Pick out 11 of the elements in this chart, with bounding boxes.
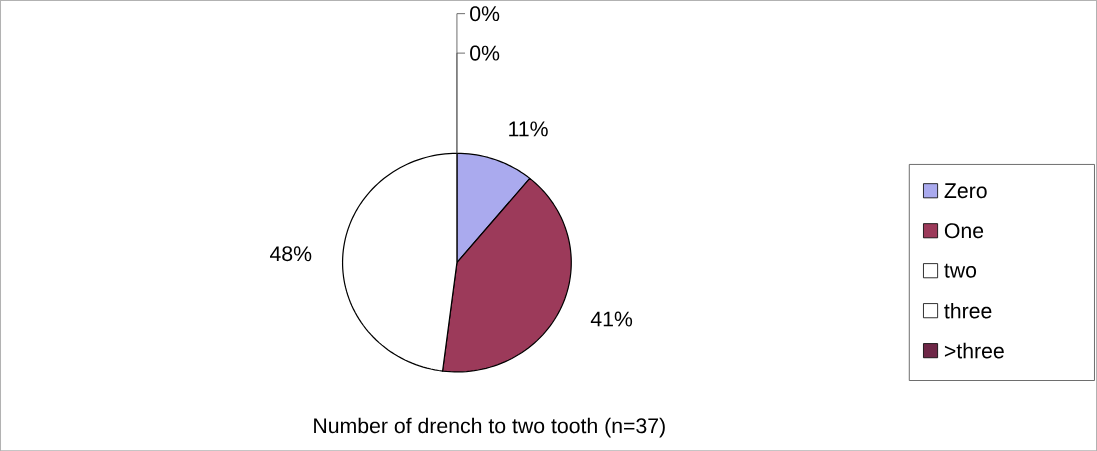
- text: 0%: [470, 5, 500, 21]
- data-label: 41%: [590, 311, 633, 327]
- legend-label: One: [944, 223, 984, 239]
- text: 0%: [470, 45, 500, 61]
- legend-label: Zero: [944, 183, 987, 198]
- data-label: 48%: [269, 245, 312, 262]
- text: Number of drench to two tooth (n=37): [314, 417, 665, 438]
- data-label: 11%: [509, 121, 548, 137]
- legend-label: two: [944, 263, 977, 278]
- legend-label: >three: [944, 342, 1004, 359]
- legend-label: three: [944, 302, 992, 319]
